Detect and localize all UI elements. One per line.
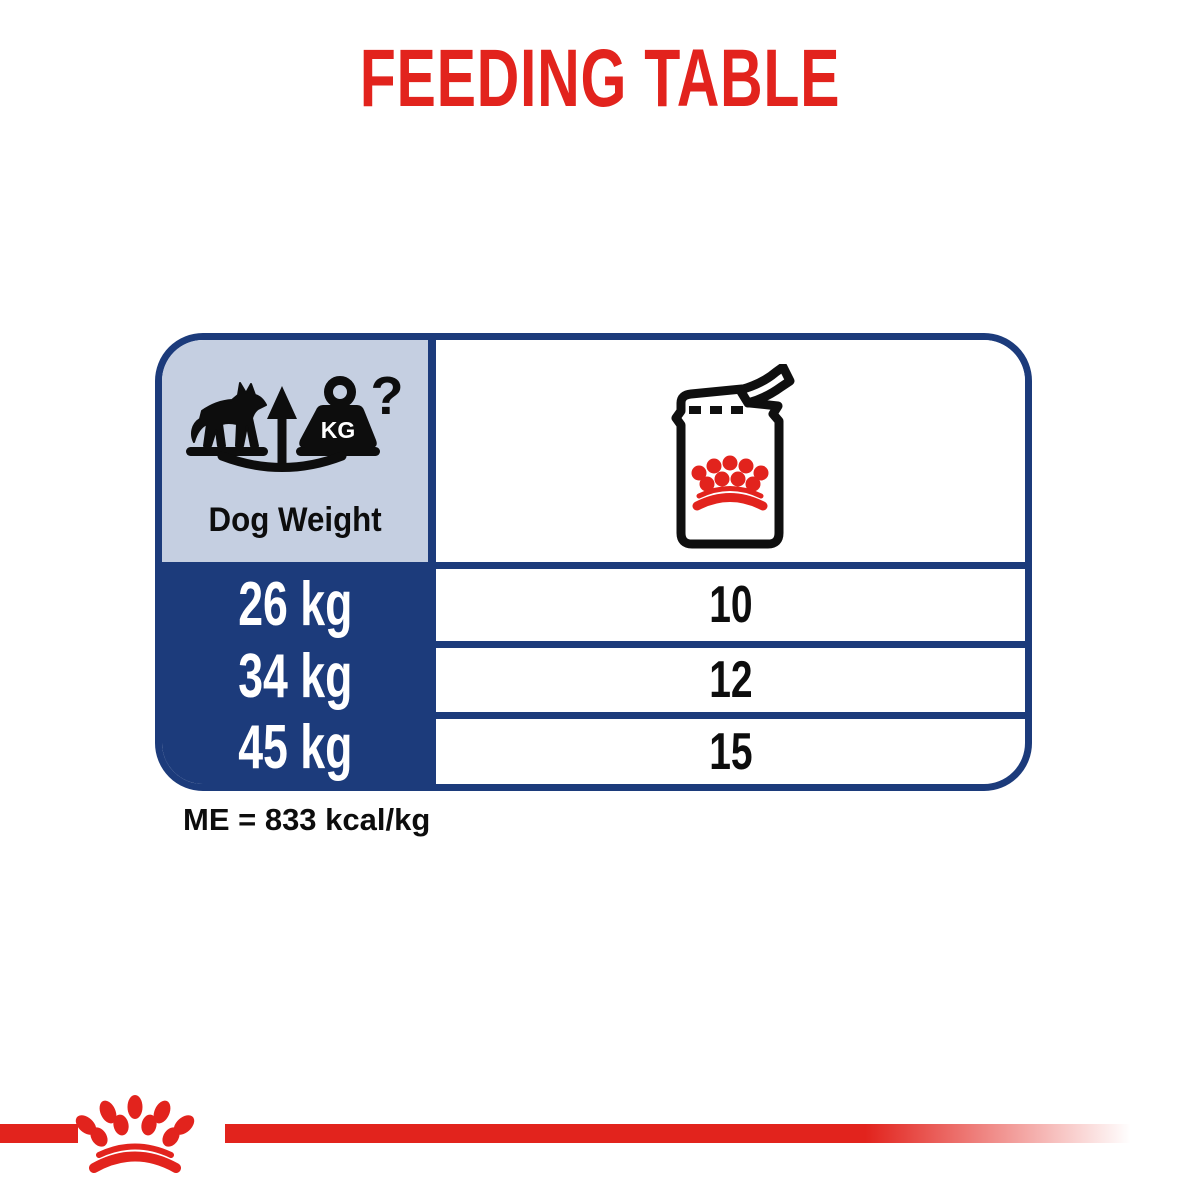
brand-stripe-right xyxy=(225,1124,1140,1143)
page-title: FEEDING TABLE xyxy=(359,33,841,124)
weight-cell: 45 kg xyxy=(162,712,436,784)
weight-value: 34 kg xyxy=(237,641,353,711)
question-mark-icon: ? xyxy=(371,372,404,426)
brand-stripe-left xyxy=(0,1124,78,1143)
kg-label: KG xyxy=(321,417,356,443)
table-row: 26 kg 10 xyxy=(162,569,1025,641)
weight-value: 45 kg xyxy=(237,713,353,783)
pouches-value: 15 xyxy=(708,722,753,781)
wet-food-pouch-icon xyxy=(671,363,794,548)
table-row: 34 kg 12 xyxy=(162,640,1025,713)
dog-weight-label: Dog Weight xyxy=(208,501,382,539)
weight-value: 26 kg xyxy=(237,569,353,639)
crown-mark xyxy=(691,455,768,510)
weight-cell: 26 kg xyxy=(162,569,436,641)
pouches-value: 10 xyxy=(708,575,753,634)
pouches-cell: 12 xyxy=(436,640,1025,713)
weight-cell: 34 kg xyxy=(162,640,436,713)
royal-canin-crown-logo xyxy=(75,1095,195,1173)
pouch-header-cell xyxy=(436,340,1025,562)
pouches-cell: 10 xyxy=(436,569,1025,641)
dog-weight-header-cell: KG ? Dog Weight xyxy=(162,340,436,562)
dog-weight-scale-icon: KG ? xyxy=(186,372,404,472)
pouches-value: 12 xyxy=(708,651,753,709)
feeding-table: KG ? Dog Weight xyxy=(155,333,1032,791)
table-row: 45 kg 15 xyxy=(162,712,1025,784)
table-header-row: KG ? Dog Weight xyxy=(162,340,1025,569)
metabolizable-energy-note: ME = 833 kcal/kg xyxy=(183,802,431,837)
pouches-cell: 15 xyxy=(436,712,1025,784)
